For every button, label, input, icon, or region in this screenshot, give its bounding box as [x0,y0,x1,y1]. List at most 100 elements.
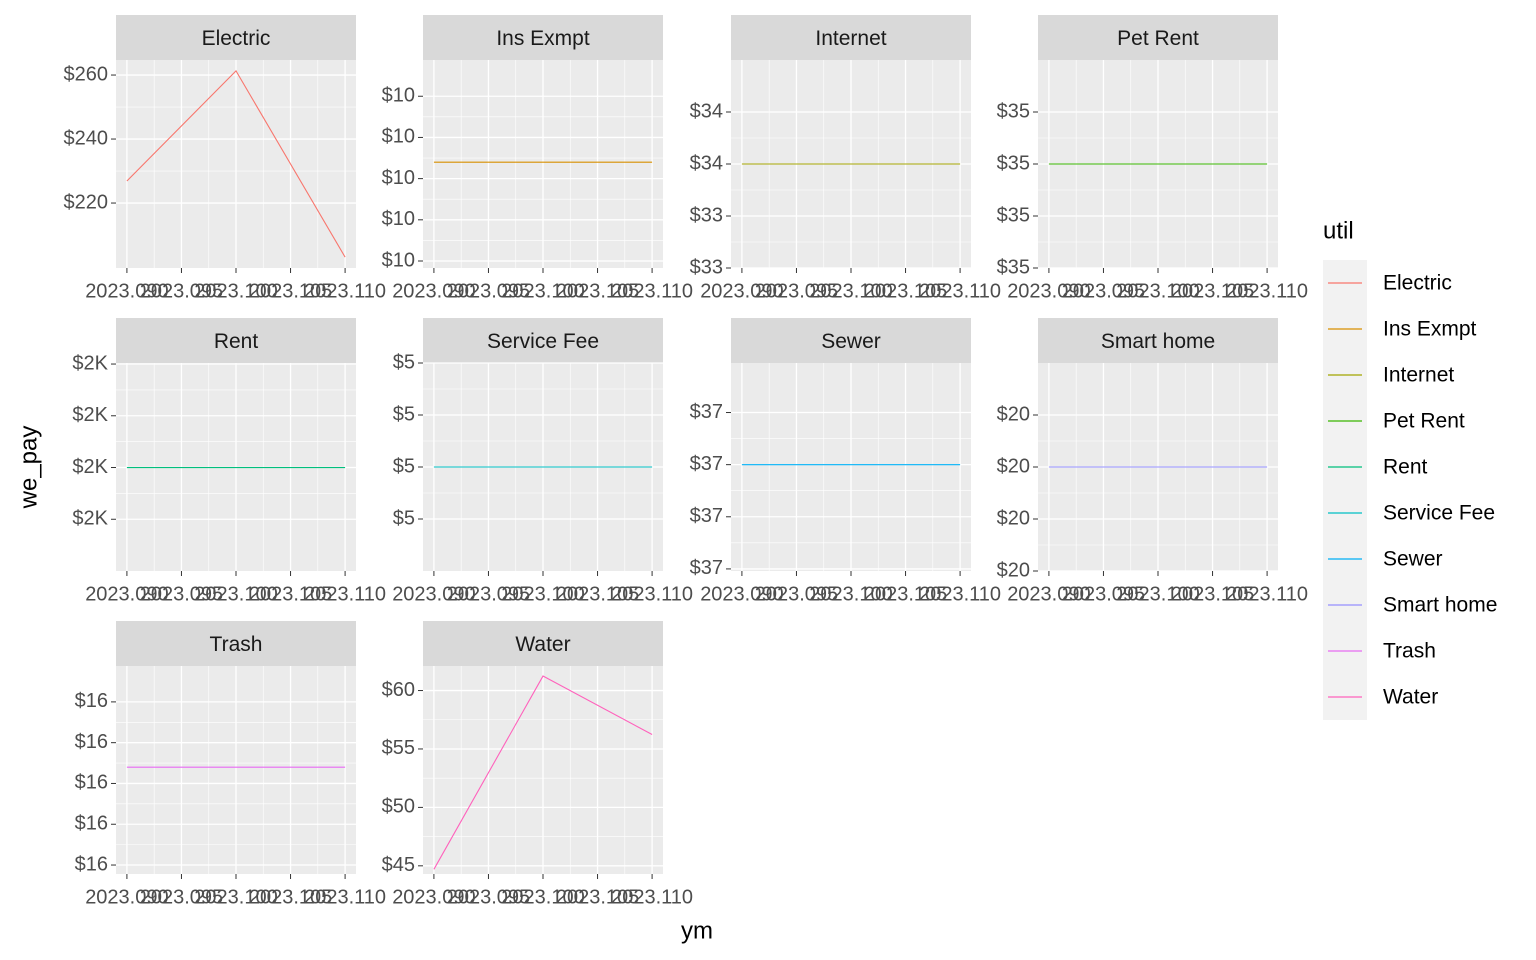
legend-label: Pet Rent [1383,410,1465,433]
x-tick-label: 2023.090 [1007,280,1090,302]
y-tick-label: $10 [382,126,415,148]
x-tick-label: 2023.105 [249,886,332,908]
y-tick-label: $33 [690,256,723,278]
x-tick-label: 2023.090 [392,280,475,302]
x-tick-label: 2023.105 [556,886,639,908]
strip-label: Internet [815,27,886,50]
data-line [433,675,653,870]
x-tick-label: 2023.100 [501,886,584,908]
legend-label: Internet [1383,364,1454,387]
strip [116,621,356,666]
x-tick-label: 2023.110 [1226,583,1308,605]
strip [1038,318,1278,363]
y-tick-label: $34 [690,100,723,122]
x-tick-label: 2023.100 [809,280,892,302]
y-tick-label: $34 [690,152,723,174]
y-tick-label: $16 [75,731,108,753]
y-tick-label: $2K [72,352,108,374]
y-tick-label: $5 [393,455,415,477]
y-tick-label: $35 [997,100,1030,122]
y-tick-label: $37 [690,505,723,527]
y-tick-label: $45 [382,854,415,876]
y-tick-label: $10 [382,208,415,230]
strip-label: Ins Exmpt [496,27,590,50]
x-tick-label: 2023.090 [392,886,475,908]
legend-label: Ins Exmpt [1383,318,1477,341]
y-tick-label: $37 [690,557,723,579]
y-tick-label: $240 [64,127,109,149]
strip-label: Sewer [821,330,881,353]
x-tick-label: 2023.110 [611,886,693,908]
x-tick-label: 2023.105 [556,280,639,302]
y-tick-label: $220 [64,191,109,213]
y-tick-label: $260 [64,63,109,85]
x-tick-label: 2023.100 [1116,280,1199,302]
y-tick-label: $37 [690,401,723,423]
y-tick-label: $20 [997,403,1030,425]
strip [731,15,971,60]
y-tick-label: $35 [997,204,1030,226]
legend-label: Smart home [1383,594,1497,617]
x-tick-label: 2023.095 [1062,583,1145,605]
legend-label: Rent [1383,456,1428,479]
x-tick-label: 2023.110 [304,583,386,605]
x-tick-label: 2023.095 [140,583,223,605]
y-tick-label: $5 [393,507,415,529]
y-tick-label: $35 [997,256,1030,278]
x-tick-label: 2023.110 [1226,280,1308,302]
x-tick-label: 2023.110 [919,583,1001,605]
strip [423,15,663,60]
legend-label: Trash [1383,640,1436,663]
x-tick-label: 2023.090 [700,280,783,302]
x-tick-label: 2023.090 [1007,583,1090,605]
legend-label: Water [1383,686,1438,709]
x-tick-label: 2023.100 [809,583,892,605]
legend-label: Electric [1383,272,1452,295]
strip-label: Pet Rent [1117,27,1199,50]
y-tick-label: $10 [382,85,415,107]
x-tick-label: 2023.100 [194,583,277,605]
y-tick-label: $50 [382,796,415,818]
y-axis-title: we_pay [15,426,42,510]
y-tick-label: $10 [382,249,415,271]
x-tick-label: 2023.110 [304,886,386,908]
x-tick-label: 2023.090 [85,280,168,302]
y-tick-label: $20 [997,455,1030,477]
y-tick-label: $20 [997,559,1030,581]
x-tick-label: 2023.105 [556,583,639,605]
x-tick-label: 2023.110 [611,583,693,605]
x-tick-label: 2023.110 [611,280,693,302]
strip [731,318,971,363]
x-tick-label: 2023.100 [194,886,277,908]
y-tick-label: $2K [72,508,108,530]
legend-background [1323,260,1367,720]
x-tick-label: 2023.095 [140,280,223,302]
x-tick-label: 2023.090 [392,583,475,605]
strip-label: Trash [210,633,263,656]
strip [423,621,663,666]
strip-label: Electric [202,27,271,50]
x-tick-label: 2023.095 [755,280,838,302]
x-tick-label: 2023.100 [1116,583,1199,605]
y-tick-label: $16 [75,690,108,712]
y-tick-label: $55 [382,737,415,759]
x-tick-label: 2023.095 [1062,280,1145,302]
strip-label: Service Fee [487,330,599,353]
y-tick-label: $16 [75,772,108,794]
legend-title: util [1323,217,1354,244]
legend-label: Service Fee [1383,502,1495,525]
strip [1038,15,1278,60]
strip-label: Water [515,633,570,656]
x-tick-label: 2023.095 [447,583,530,605]
strip-label: Smart home [1101,330,1215,353]
x-tick-label: 2023.090 [85,583,168,605]
strip [116,318,356,363]
y-tick-label: $16 [75,813,108,835]
x-tick-label: 2023.090 [85,886,168,908]
y-tick-label: $35 [997,152,1030,174]
x-tick-label: 2023.095 [447,280,530,302]
y-tick-label: $10 [382,167,415,189]
x-tick-label: 2023.095 [140,886,223,908]
y-tick-label: $5 [393,351,415,373]
